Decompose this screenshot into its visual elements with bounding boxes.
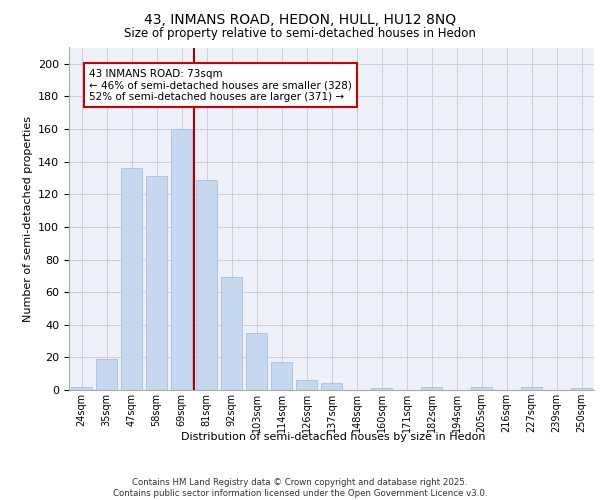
- Bar: [296, 380, 317, 390]
- Bar: [196, 180, 217, 390]
- Y-axis label: Number of semi-detached properties: Number of semi-detached properties: [23, 116, 32, 322]
- Bar: [421, 386, 442, 390]
- Bar: [96, 359, 117, 390]
- Text: Size of property relative to semi-detached houses in Hedon: Size of property relative to semi-detach…: [124, 28, 476, 40]
- Bar: [246, 333, 267, 390]
- Text: 43, INMANS ROAD, HEDON, HULL, HU12 8NQ: 43, INMANS ROAD, HEDON, HULL, HU12 8NQ: [144, 12, 456, 26]
- Bar: [171, 129, 192, 390]
- Bar: [146, 176, 167, 390]
- Bar: [371, 388, 392, 390]
- Text: Distribution of semi-detached houses by size in Hedon: Distribution of semi-detached houses by …: [181, 432, 485, 442]
- Bar: [71, 386, 92, 390]
- Bar: [221, 278, 242, 390]
- Bar: [121, 168, 142, 390]
- Text: 43 INMANS ROAD: 73sqm
← 46% of semi-detached houses are smaller (328)
52% of sem: 43 INMANS ROAD: 73sqm ← 46% of semi-deta…: [89, 68, 352, 102]
- Bar: [521, 386, 542, 390]
- Bar: [471, 386, 492, 390]
- Bar: [271, 362, 292, 390]
- Bar: [571, 388, 592, 390]
- Bar: [321, 384, 342, 390]
- Text: Contains HM Land Registry data © Crown copyright and database right 2025.
Contai: Contains HM Land Registry data © Crown c…: [113, 478, 487, 498]
